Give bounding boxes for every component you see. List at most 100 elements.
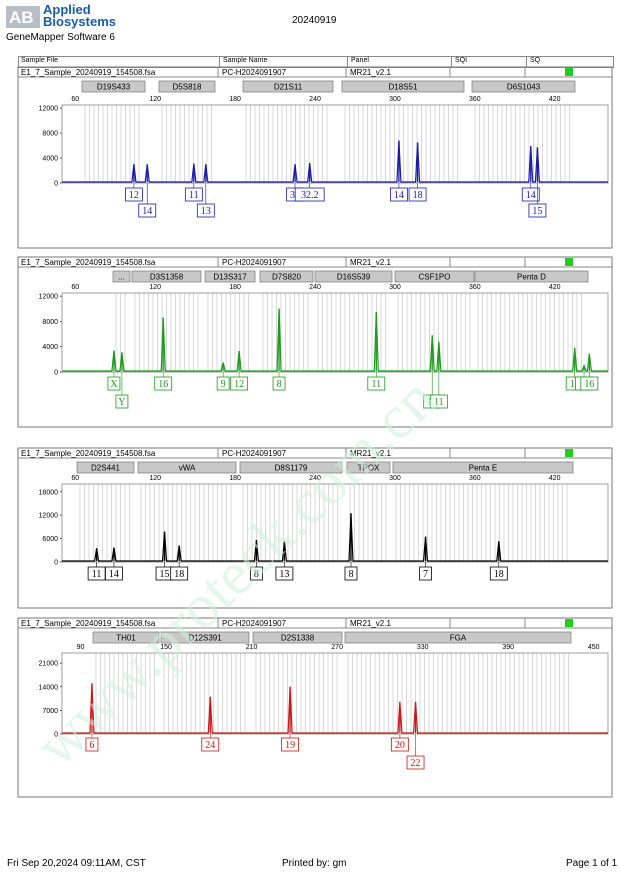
allele-call-label: 14 bbox=[526, 190, 536, 201]
electropherogram-trace bbox=[62, 683, 608, 734]
allele-call-box bbox=[107, 376, 121, 391]
allele-call-box bbox=[406, 755, 425, 770]
x-tick-label: 300 bbox=[389, 96, 401, 103]
logo-mark: AB bbox=[9, 8, 34, 27]
col-sample-file: Sample File bbox=[21, 57, 58, 64]
x-tick-label: 360 bbox=[469, 284, 481, 291]
marker-bin bbox=[158, 80, 216, 93]
x-tick-label: 60 bbox=[71, 475, 79, 482]
marker-label: FGA bbox=[450, 634, 467, 643]
allele-call-box bbox=[105, 566, 123, 581]
col-sq: SQ bbox=[530, 57, 541, 64]
marker-label: ... bbox=[118, 273, 125, 282]
brand-line-1: Applied bbox=[43, 2, 91, 17]
marker-bin bbox=[137, 461, 237, 474]
allele-call-box bbox=[184, 187, 203, 202]
allele-call-box bbox=[138, 203, 157, 218]
sample-name: PC-H2024091907 bbox=[222, 449, 287, 458]
x-tick-label: 240 bbox=[309, 96, 321, 103]
allele-call-label: 6 bbox=[89, 740, 94, 751]
allele-call-label: 13 bbox=[201, 206, 211, 217]
report-date: 20240919 bbox=[292, 15, 337, 26]
allele-call-label: 8 bbox=[254, 569, 259, 580]
allele-call-label: 14 bbox=[394, 190, 404, 201]
allele-call-label: 19 bbox=[285, 740, 295, 751]
allele-call-label: 11 bbox=[92, 569, 102, 580]
allele-call-box bbox=[390, 737, 409, 752]
marker-label: D16S539 bbox=[337, 273, 371, 282]
allele-call-label: 14 bbox=[109, 569, 119, 580]
y-tick-label: 14000 bbox=[39, 684, 59, 691]
electropherogram-trace bbox=[62, 308, 608, 372]
marker-bin bbox=[112, 270, 131, 283]
marker-bin bbox=[242, 80, 334, 93]
y-tick-label: 0 bbox=[54, 181, 58, 188]
marker-label: D2S441 bbox=[91, 464, 120, 473]
allele-call-label: 20 bbox=[395, 740, 405, 751]
marker-bin bbox=[474, 270, 589, 283]
x-tick-label: 150 bbox=[160, 644, 172, 651]
x-tick-label: 420 bbox=[549, 475, 561, 482]
x-tick-label: 210 bbox=[246, 644, 258, 651]
allele-call-box bbox=[85, 737, 99, 752]
brand-name: Applied Biosystems bbox=[43, 2, 116, 28]
y-tick-label: 6000 bbox=[42, 536, 58, 543]
x-tick-label: 360 bbox=[469, 475, 481, 482]
allele-call-label: 12 bbox=[234, 379, 244, 390]
panel-frame bbox=[17, 256, 613, 428]
allele-call-label: 24 bbox=[205, 740, 215, 751]
marker-label: Penta E bbox=[469, 464, 497, 473]
marker-bin bbox=[471, 80, 576, 93]
applied-biosystems-logo-icon: AB bbox=[6, 6, 40, 28]
col-panel: Panel bbox=[351, 57, 369, 64]
x-tick-label: 450 bbox=[588, 644, 600, 651]
marker-bin bbox=[344, 631, 572, 644]
marker-label: Penta D bbox=[517, 273, 546, 282]
sq-status-indicator bbox=[565, 619, 573, 627]
column-divider bbox=[526, 56, 527, 68]
y-tick-label: 12000 bbox=[39, 294, 59, 301]
footer-page-number: Page 1 of 1 bbox=[566, 858, 618, 869]
allele-call-box bbox=[216, 376, 230, 391]
column-divider bbox=[219, 56, 220, 68]
software-name: GeneMapper Software 6 bbox=[6, 32, 115, 43]
marker-label: D12S391 bbox=[188, 634, 222, 643]
allele-call-label: 15 bbox=[160, 569, 170, 580]
sample-name: PC-H2024091907 bbox=[222, 68, 287, 77]
x-tick-label: 300 bbox=[389, 284, 401, 291]
marker-label: D2S1338 bbox=[281, 634, 315, 643]
panel-frame bbox=[17, 617, 613, 798]
sample-name: PC-H2024091907 bbox=[222, 258, 287, 267]
footer-timestamp: Fri Sep 20,2024 09:11AM, CST bbox=[7, 858, 146, 869]
allele-call-label: 18 bbox=[174, 569, 184, 580]
allele-call-box bbox=[408, 187, 427, 202]
marker-label: TH01 bbox=[116, 634, 136, 643]
sample-file: E1_7_Sample_20240919_154508.fsa bbox=[21, 68, 156, 77]
marker-label: D7S820 bbox=[272, 273, 301, 282]
x-tick-label: 180 bbox=[229, 475, 241, 482]
allele-call-box bbox=[154, 376, 173, 391]
marker-bin bbox=[259, 270, 314, 283]
allele-call-box bbox=[580, 376, 599, 391]
marker-label: vWA bbox=[179, 464, 196, 473]
marker-bin bbox=[81, 80, 146, 93]
marker-label: D19S433 bbox=[97, 83, 131, 92]
x-tick-label: 420 bbox=[549, 96, 561, 103]
plot-area bbox=[61, 652, 609, 735]
x-tick-label: 390 bbox=[502, 644, 514, 651]
marker-bin bbox=[76, 461, 135, 474]
y-tick-label: 4000 bbox=[42, 156, 58, 163]
allele-call-box bbox=[528, 203, 547, 218]
marker-bin bbox=[131, 270, 202, 283]
allele-call-label: 18 bbox=[494, 569, 504, 580]
y-tick-label: 12000 bbox=[39, 106, 59, 113]
panel-1: E1_7_Sample_20240919_154508.fsa PC-H20240… bbox=[17, 66, 613, 249]
x-tick-label: 240 bbox=[309, 475, 321, 482]
allele-call-box bbox=[281, 737, 299, 752]
plot-area bbox=[61, 104, 609, 184]
marker-label: D8S1179 bbox=[275, 464, 308, 473]
y-tick-label: 0 bbox=[54, 732, 58, 739]
marker-label: D6S1043 bbox=[507, 83, 541, 92]
allele-call-box bbox=[230, 376, 249, 391]
